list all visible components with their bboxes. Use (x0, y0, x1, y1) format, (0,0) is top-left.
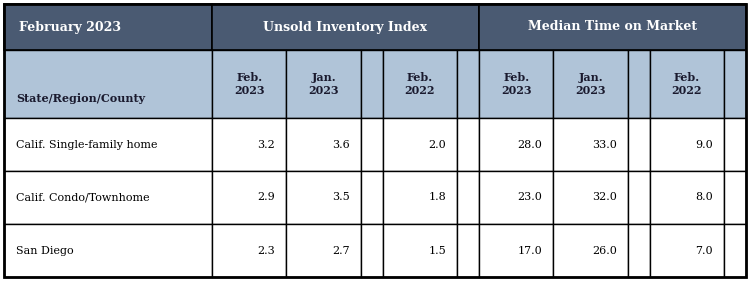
Bar (457, 171, 479, 224)
Bar (212, 118, 286, 171)
Bar (361, 50, 382, 118)
Bar (724, 224, 746, 277)
Text: San Diego: San Diego (16, 246, 74, 255)
Text: Feb.
2023: Feb. 2023 (234, 72, 265, 96)
Text: 17.0: 17.0 (518, 246, 542, 255)
Bar (382, 171, 457, 224)
Bar (382, 224, 457, 277)
Bar (628, 224, 650, 277)
Text: 2.0: 2.0 (428, 139, 446, 149)
Text: Calif. Single-family home: Calif. Single-family home (16, 139, 158, 149)
Bar (650, 118, 724, 171)
Bar (650, 171, 724, 224)
Bar (212, 50, 286, 118)
Bar (457, 224, 479, 277)
Bar (4, 50, 212, 118)
Bar (479, 4, 746, 50)
Bar (554, 224, 628, 277)
Bar (457, 118, 479, 171)
Bar (628, 118, 650, 171)
Bar (361, 224, 382, 277)
Bar (724, 118, 746, 171)
Text: Calif. Condo/Townhome: Calif. Condo/Townhome (16, 192, 150, 203)
Text: 9.0: 9.0 (695, 139, 713, 149)
Bar (286, 171, 361, 224)
Text: 7.0: 7.0 (695, 246, 713, 255)
Text: 2.7: 2.7 (332, 246, 350, 255)
Text: Feb.
2023: Feb. 2023 (501, 72, 532, 96)
Bar (554, 171, 628, 224)
Text: 2.3: 2.3 (257, 246, 275, 255)
Bar (212, 4, 479, 50)
Text: 33.0: 33.0 (592, 139, 616, 149)
Bar (724, 50, 746, 118)
Bar (382, 118, 457, 171)
Bar (457, 50, 479, 118)
Bar (479, 50, 554, 118)
Bar (479, 171, 554, 224)
Text: Feb.
2022: Feb. 2022 (672, 72, 702, 96)
Text: Unsold Inventory Index: Unsold Inventory Index (263, 21, 428, 33)
Bar (4, 224, 212, 277)
Text: 26.0: 26.0 (592, 246, 616, 255)
Bar (4, 4, 212, 50)
Text: Feb.
2022: Feb. 2022 (404, 72, 435, 96)
Bar (4, 171, 212, 224)
Text: 3.6: 3.6 (332, 139, 350, 149)
Bar (628, 171, 650, 224)
Bar (382, 50, 457, 118)
Text: Median Time on Market: Median Time on Market (528, 21, 697, 33)
Text: Jan.
2023: Jan. 2023 (308, 72, 339, 96)
Bar (212, 224, 286, 277)
Bar (286, 50, 361, 118)
Text: 23.0: 23.0 (518, 192, 542, 203)
Bar (650, 50, 724, 118)
Text: 8.0: 8.0 (695, 192, 713, 203)
Bar (650, 224, 724, 277)
Text: February 2023: February 2023 (19, 21, 121, 33)
Bar (628, 50, 650, 118)
Bar (361, 171, 382, 224)
Bar (286, 118, 361, 171)
Text: Jan.
2023: Jan. 2023 (575, 72, 606, 96)
Text: 32.0: 32.0 (592, 192, 616, 203)
Text: 2.9: 2.9 (257, 192, 275, 203)
Bar (554, 118, 628, 171)
Bar (361, 118, 382, 171)
Text: 3.2: 3.2 (257, 139, 275, 149)
Bar (724, 171, 746, 224)
Text: 1.5: 1.5 (428, 246, 446, 255)
Text: State/Region/County: State/Region/County (16, 94, 146, 105)
Bar (286, 224, 361, 277)
Bar (212, 171, 286, 224)
Bar (554, 50, 628, 118)
Text: 3.5: 3.5 (332, 192, 350, 203)
Bar (479, 118, 554, 171)
Bar (4, 118, 212, 171)
Text: 28.0: 28.0 (518, 139, 542, 149)
Bar (479, 224, 554, 277)
Text: 1.8: 1.8 (428, 192, 446, 203)
